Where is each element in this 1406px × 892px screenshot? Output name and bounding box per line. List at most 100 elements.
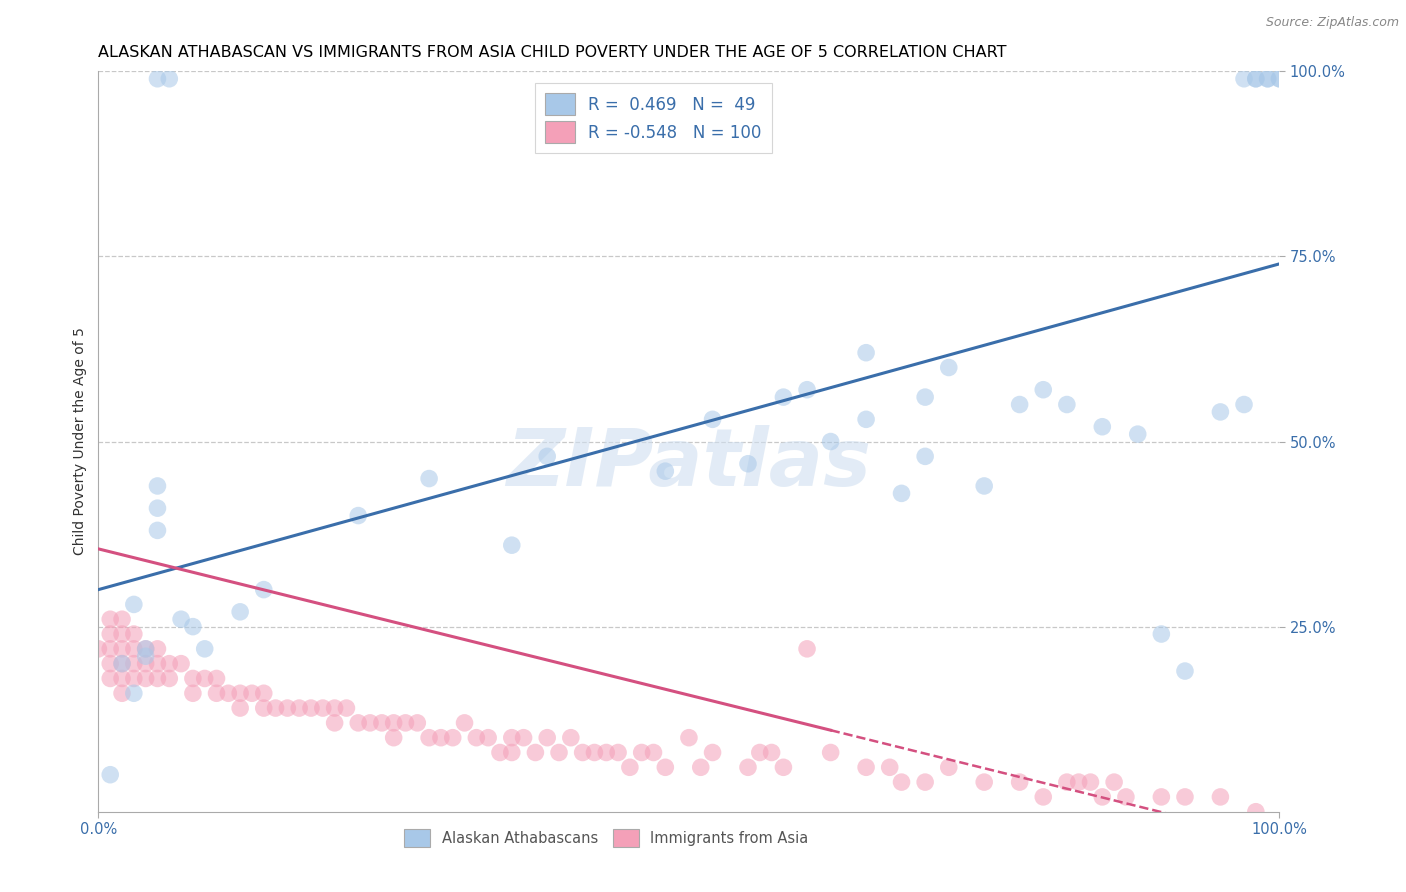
- Point: [630, 746, 652, 760]
- Point: [1244, 805, 1267, 819]
- Point: [737, 457, 759, 471]
- Point: [1268, 71, 1291, 86]
- Point: [772, 390, 794, 404]
- Point: [1115, 789, 1137, 804]
- Point: [973, 479, 995, 493]
- Point: [890, 486, 912, 500]
- Point: [501, 731, 523, 745]
- Point: [382, 715, 405, 730]
- Point: [276, 701, 298, 715]
- Point: [501, 746, 523, 760]
- Point: [135, 641, 157, 656]
- Point: [135, 641, 157, 656]
- Point: [122, 657, 145, 671]
- Point: [973, 775, 995, 789]
- Point: [536, 450, 558, 464]
- Point: [347, 715, 370, 730]
- Point: [702, 746, 724, 760]
- Point: [643, 746, 665, 760]
- Point: [135, 657, 157, 671]
- Point: [1056, 398, 1078, 412]
- Point: [1091, 789, 1114, 804]
- Point: [98, 627, 121, 641]
- Point: [111, 641, 134, 656]
- Text: ZIPatlas: ZIPatlas: [506, 425, 872, 503]
- Point: [240, 686, 263, 700]
- Point: [157, 71, 180, 86]
- Point: [157, 657, 180, 671]
- Point: [1209, 789, 1232, 804]
- Point: [111, 657, 134, 671]
- Point: [335, 701, 357, 715]
- Point: [111, 612, 134, 626]
- Legend: Alaskan Athabascans, Immigrants from Asia: Alaskan Athabascans, Immigrants from Asi…: [398, 823, 814, 853]
- Point: [1174, 789, 1197, 804]
- Point: [394, 715, 416, 730]
- Point: [1150, 627, 1173, 641]
- Point: [1244, 71, 1267, 86]
- Point: [772, 760, 794, 774]
- Point: [146, 657, 169, 671]
- Point: [465, 731, 488, 745]
- Point: [1102, 775, 1125, 789]
- Point: [111, 686, 134, 700]
- Point: [453, 715, 475, 730]
- Point: [98, 612, 121, 626]
- Point: [122, 627, 145, 641]
- Point: [111, 627, 134, 641]
- Point: [146, 641, 169, 656]
- Point: [607, 746, 630, 760]
- Point: [205, 672, 228, 686]
- Point: [122, 641, 145, 656]
- Point: [654, 464, 676, 478]
- Point: [914, 390, 936, 404]
- Point: [181, 686, 204, 700]
- Point: [524, 746, 547, 760]
- Point: [146, 501, 169, 516]
- Point: [299, 701, 322, 715]
- Point: [1091, 419, 1114, 434]
- Point: [820, 434, 842, 449]
- Point: [914, 775, 936, 789]
- Point: [323, 701, 346, 715]
- Point: [489, 746, 512, 760]
- Point: [689, 760, 711, 774]
- Point: [619, 760, 641, 774]
- Point: [890, 775, 912, 789]
- Point: [170, 612, 193, 626]
- Point: [1032, 789, 1054, 804]
- Point: [879, 760, 901, 774]
- Point: [938, 360, 960, 375]
- Point: [761, 746, 783, 760]
- Point: [87, 641, 110, 656]
- Point: [418, 471, 440, 485]
- Text: Source: ZipAtlas.com: Source: ZipAtlas.com: [1265, 16, 1399, 29]
- Point: [111, 672, 134, 686]
- Point: [229, 701, 252, 715]
- Point: [512, 731, 534, 745]
- Point: [253, 701, 276, 715]
- Point: [1244, 71, 1267, 86]
- Point: [264, 701, 287, 715]
- Point: [820, 746, 842, 760]
- Point: [135, 672, 157, 686]
- Point: [146, 479, 169, 493]
- Point: [1150, 789, 1173, 804]
- Point: [98, 657, 121, 671]
- Point: [217, 686, 239, 700]
- Point: [678, 731, 700, 745]
- Point: [135, 649, 157, 664]
- Point: [194, 672, 217, 686]
- Point: [98, 672, 121, 686]
- Point: [796, 641, 818, 656]
- Point: [98, 641, 121, 656]
- Point: [312, 701, 335, 715]
- Point: [1233, 398, 1256, 412]
- Point: [1080, 775, 1102, 789]
- Point: [1056, 775, 1078, 789]
- Point: [1008, 398, 1031, 412]
- Point: [229, 686, 252, 700]
- Point: [146, 524, 169, 538]
- Point: [122, 672, 145, 686]
- Point: [253, 582, 276, 597]
